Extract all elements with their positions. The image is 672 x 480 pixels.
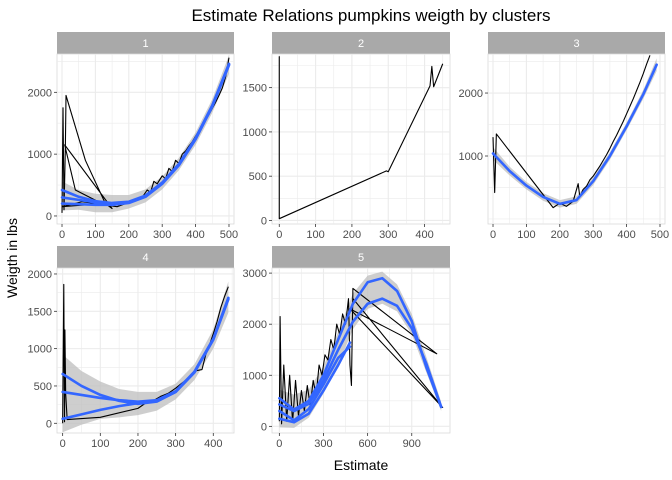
facet-strip-label-3: 3	[573, 38, 579, 50]
y-tick-label: 1000	[243, 370, 267, 382]
x-tick-label: 400	[186, 229, 204, 241]
x-tick-label: 300	[153, 229, 171, 241]
chart-title: Estimate Relations pumpkins weigth by cl…	[191, 6, 550, 25]
y-tick-label: 0	[46, 211, 52, 223]
x-tick-label: 200	[551, 229, 569, 241]
x-axis-title: Estimate	[334, 457, 389, 473]
smooth-fit-line-5-1	[278, 276, 443, 411]
smooth-fit-line-3-1	[491, 63, 658, 206]
facet-panel-3: 3 0 100 200 300 400 500 1000 2000	[459, 32, 669, 241]
facet-strip-label-1: 1	[142, 38, 148, 50]
raw-series-line-4	[62, 283, 229, 424]
x-tick-label: 300	[166, 438, 184, 450]
data-layer-3	[491, 55, 658, 209]
y-tick-label: 3000	[243, 268, 267, 280]
y-tick-label: 1500	[28, 306, 52, 318]
x-tick-label: 500	[220, 229, 238, 241]
facet-panel-2: 2 0 100 200 300 400 0 500 1000 1500	[243, 32, 451, 241]
y-tick-label: 0	[46, 418, 52, 430]
facet-panel-1: 1 0 100 200 300 400 500 0 1000 2000	[28, 32, 238, 241]
data-layer-2	[278, 56, 444, 220]
x-tick-label: 900	[403, 438, 421, 450]
data-layer-5	[278, 271, 444, 428]
x-tick-label: 500	[651, 229, 669, 241]
smooth-fit-line-5-4	[278, 341, 352, 424]
x-tick-label: 300	[379, 229, 397, 241]
smooth-fit-line-1-3	[60, 63, 231, 207]
x-tick-label: 200	[129, 438, 147, 450]
y-tick-label: 1000	[28, 149, 52, 161]
y-tick-label: 2000	[28, 87, 52, 99]
raw-series-line-3	[492, 55, 651, 209]
x-tick-label: 0	[490, 229, 496, 241]
x-tick-label: 0	[276, 229, 282, 241]
x-tick-label: 300	[314, 438, 332, 450]
facet-strip-5	[272, 246, 450, 268]
x-tick-label: 200	[120, 229, 138, 241]
y-tick-label: 2000	[28, 269, 52, 281]
facet-strip-2	[272, 32, 450, 54]
plot-area-2	[271, 53, 451, 225]
smooth-fit-line-5-2	[278, 297, 443, 413]
facet-strip-3	[488, 32, 665, 54]
x-tick-label: 100	[91, 438, 109, 450]
y-tick-label: 500	[249, 171, 267, 183]
x-tick-label: 100	[86, 229, 104, 241]
y-tick-label: 2000	[243, 319, 267, 331]
raw-series-line-2	[278, 56, 444, 220]
x-tick-label: 600	[358, 438, 376, 450]
x-tick-label: 100	[306, 229, 324, 241]
x-tick-label: 0	[276, 438, 282, 450]
smooth-fit-line-5-3	[278, 345, 352, 422]
facet-strip-label-5: 5	[358, 252, 364, 264]
y-tick-label: 0	[261, 421, 267, 433]
x-tick-label: 300	[584, 229, 602, 241]
facet-strip-4	[57, 246, 234, 268]
x-tick-label: 400	[415, 229, 433, 241]
facet-panel-4: 4 0 100 200 300 400 0 500 1000 1500 2000	[28, 246, 235, 450]
smooth-fit-line-4-3	[61, 298, 230, 421]
y-tick-label: 1000	[243, 127, 267, 139]
gridlines-3	[488, 54, 665, 224]
x-tick-label: 200	[343, 229, 361, 241]
x-tick-label: 0	[59, 229, 65, 241]
data-layer-4	[61, 281, 230, 433]
y-tick-label: 1500	[243, 83, 267, 95]
facet-strip-1	[57, 32, 234, 54]
data-layer-1	[60, 55, 231, 213]
y-axis-title: Weigth in lbs	[4, 218, 20, 298]
x-tick-label: 400	[204, 438, 222, 450]
y-tick-label: 0	[261, 215, 267, 227]
facet-strip-label-2: 2	[358, 38, 364, 50]
gridlines-1	[57, 54, 234, 224]
x-tick-label: 0	[60, 438, 66, 450]
x-tick-label: 400	[617, 229, 635, 241]
facet-strip-label-4: 4	[142, 252, 148, 264]
x-tick-label: 100	[517, 229, 535, 241]
y-tick-label: 2000	[459, 88, 483, 100]
confidence-band-4	[62, 281, 229, 433]
gridlines-2	[272, 54, 450, 224]
facet-panel-5: 5 0 300 600 900 0 1000 2000 3000	[243, 246, 451, 450]
y-tick-label: 1000	[28, 344, 52, 356]
y-tick-label: 1000	[459, 151, 483, 163]
y-tick-label: 500	[34, 381, 52, 393]
